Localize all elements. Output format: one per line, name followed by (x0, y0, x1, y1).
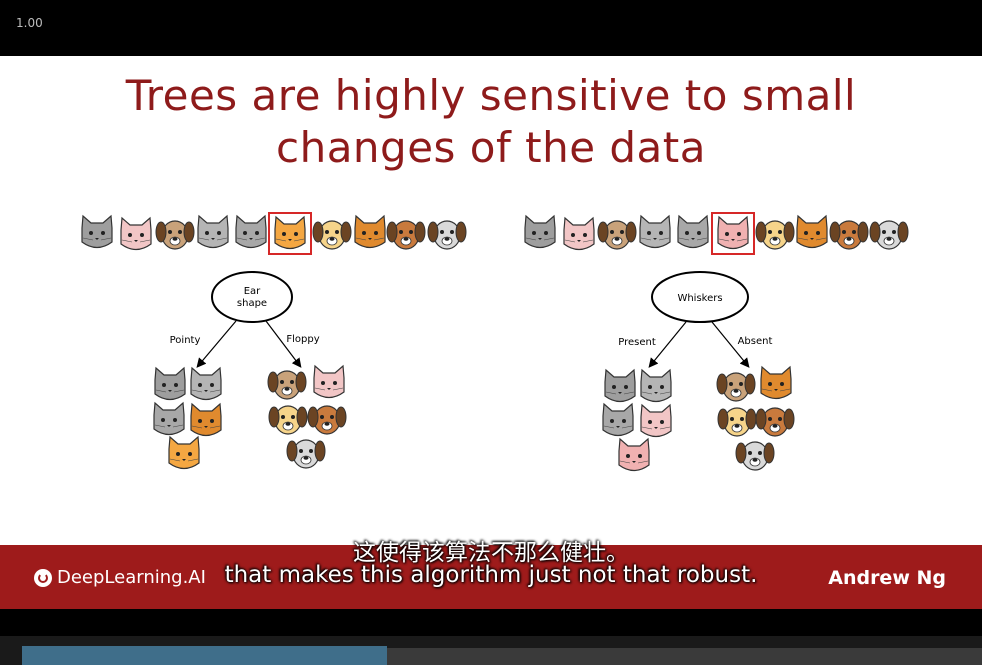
gray-cat-icon (197, 215, 229, 249)
yellow-dog-icon (717, 407, 757, 437)
brown-dog-icon (829, 220, 869, 250)
pug-dog-icon (155, 220, 195, 250)
gray-dog-icon (735, 441, 775, 471)
pink-cat-icon (717, 216, 749, 250)
deeplearning-logo-icon (34, 568, 52, 587)
gray-cat-icon (604, 369, 636, 403)
progress-played (22, 646, 387, 665)
brown-dog-icon (307, 405, 347, 435)
orange-cat-icon (796, 215, 828, 249)
branch-label-present: Present (618, 337, 656, 348)
pug-dog-icon (597, 220, 637, 250)
orange-cat-icon (274, 216, 306, 250)
video-top-bar: 1.00 (0, 0, 982, 56)
right-tree: Whiskers Present Absent (602, 271, 795, 472)
gray-dog-icon (286, 439, 326, 469)
left-tree: Ear shape Pointy Floppy (153, 271, 347, 470)
slide-title-line2: changes of the data (275, 123, 706, 172)
pink-cat-icon (640, 404, 672, 438)
gray-cat-icon (640, 369, 672, 403)
yellow-dog-icon (312, 220, 352, 250)
orange-cat-icon (760, 366, 792, 400)
root-node-whiskers (651, 271, 749, 323)
root-label-line2: shape (237, 298, 267, 309)
slide-footer: DeepLearning.AI Andrew Ng (0, 545, 982, 609)
gray-cat-icon (81, 215, 113, 249)
pink-cat-icon (120, 217, 152, 251)
pug-dog-icon (716, 372, 756, 402)
slide: Trees are highly sensitive to small chan… (0, 56, 982, 608)
root-label-line1: Ear (244, 286, 261, 297)
gray-cat-icon (190, 367, 222, 401)
brown-dog-icon (386, 220, 426, 250)
gray-cat-icon (602, 403, 634, 437)
branch-label-pointy: Pointy (170, 335, 201, 346)
slide-title-line1: Trees are highly sensitive to small (125, 71, 857, 120)
yellow-dog-icon (755, 220, 795, 250)
pink-cat-icon (563, 217, 595, 251)
highlight-box (711, 212, 755, 255)
root-node-ear-shape (211, 271, 293, 323)
gray-cat-icon (153, 402, 185, 436)
gray-cat-icon (235, 215, 267, 249)
logo-text: DeepLearning.AI (57, 567, 206, 588)
brown-dog-icon (755, 407, 795, 437)
decision-tree-diagram: Ear shape Pointy Floppy (81, 212, 909, 472)
gray-cat-icon (639, 215, 671, 249)
gray-dog-icon (427, 220, 467, 250)
orange-cat-icon (168, 436, 200, 470)
gray-cat-icon (524, 215, 556, 249)
subtitle-chinese: 这使得该算法不那么健壮。 (353, 540, 629, 566)
orange-cat-icon (354, 215, 386, 249)
branch-label-absent: Absent (738, 336, 773, 347)
left-animal-row (81, 212, 467, 255)
root-label: Whiskers (677, 293, 722, 304)
yellow-dog-icon (268, 405, 308, 435)
branch-label-floppy: Floppy (286, 334, 319, 345)
gray-cat-icon (677, 215, 709, 249)
highlight-box (268, 212, 312, 255)
pug-dog-icon (267, 370, 307, 400)
playback-speed[interactable]: 1.00 (16, 16, 43, 30)
subtitle-english: that makes this algorithm just not that … (224, 562, 758, 588)
slide-title: Trees are highly sensitive to small chan… (0, 70, 982, 174)
progress-remaining (387, 648, 982, 665)
orange-cat-icon (190, 403, 222, 437)
presenter-name: Andrew Ng (828, 567, 946, 589)
gray-cat-icon (154, 367, 186, 401)
right-animal-row (524, 212, 909, 255)
pink-cat-icon (618, 438, 650, 472)
pink-cat-icon (313, 365, 345, 399)
deeplearning-logo: DeepLearning.AI (34, 567, 206, 588)
gray-dog-icon (869, 220, 909, 250)
